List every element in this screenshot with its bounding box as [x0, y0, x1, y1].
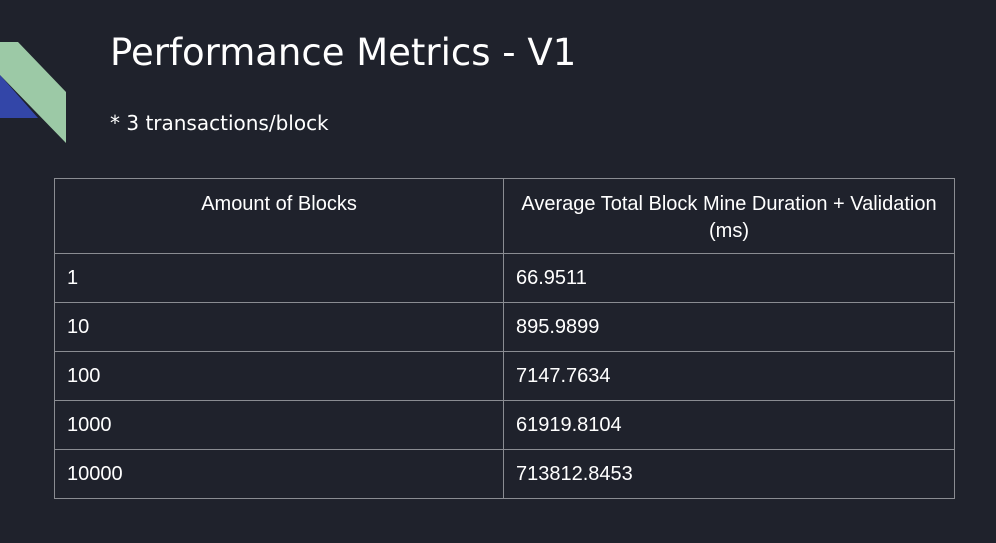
column-header-amount-of-blocks: Amount of Blocks	[54, 178, 504, 254]
table-row: 1000 61919.8104	[54, 400, 955, 450]
page-title: Performance Metrics - V1	[110, 31, 577, 74]
corner-blue-triangle	[0, 75, 38, 118]
column-header-average-duration: Average Total Block Mine Duration + Vali…	[503, 178, 955, 254]
cell-amount-of-blocks: 10	[54, 302, 504, 352]
table-row: 100 7147.7634	[54, 351, 955, 401]
page-subtitle: * 3 transactions/block	[110, 111, 329, 135]
metrics-table: Amount of Blocks Average Total Block Min…	[54, 178, 955, 499]
cell-average-duration: 895.9899	[503, 302, 955, 352]
table-row: 10000 713812.8453	[54, 449, 955, 499]
table-row: 1 66.9511	[54, 253, 955, 303]
cell-amount-of-blocks: 10000	[54, 449, 504, 499]
cell-average-duration: 7147.7634	[503, 351, 955, 401]
cell-amount-of-blocks: 100	[54, 351, 504, 401]
cell-average-duration: 713812.8453	[503, 449, 955, 499]
cell-average-duration: 66.9511	[503, 253, 955, 303]
table-header-row: Amount of Blocks Average Total Block Min…	[54, 178, 955, 254]
cell-amount-of-blocks: 1	[54, 253, 504, 303]
corner-decoration	[0, 42, 66, 143]
cell-amount-of-blocks: 1000	[54, 400, 504, 450]
table-row: 10 895.9899	[54, 302, 955, 352]
corner-green-stripe	[0, 42, 66, 143]
cell-average-duration: 61919.8104	[503, 400, 955, 450]
